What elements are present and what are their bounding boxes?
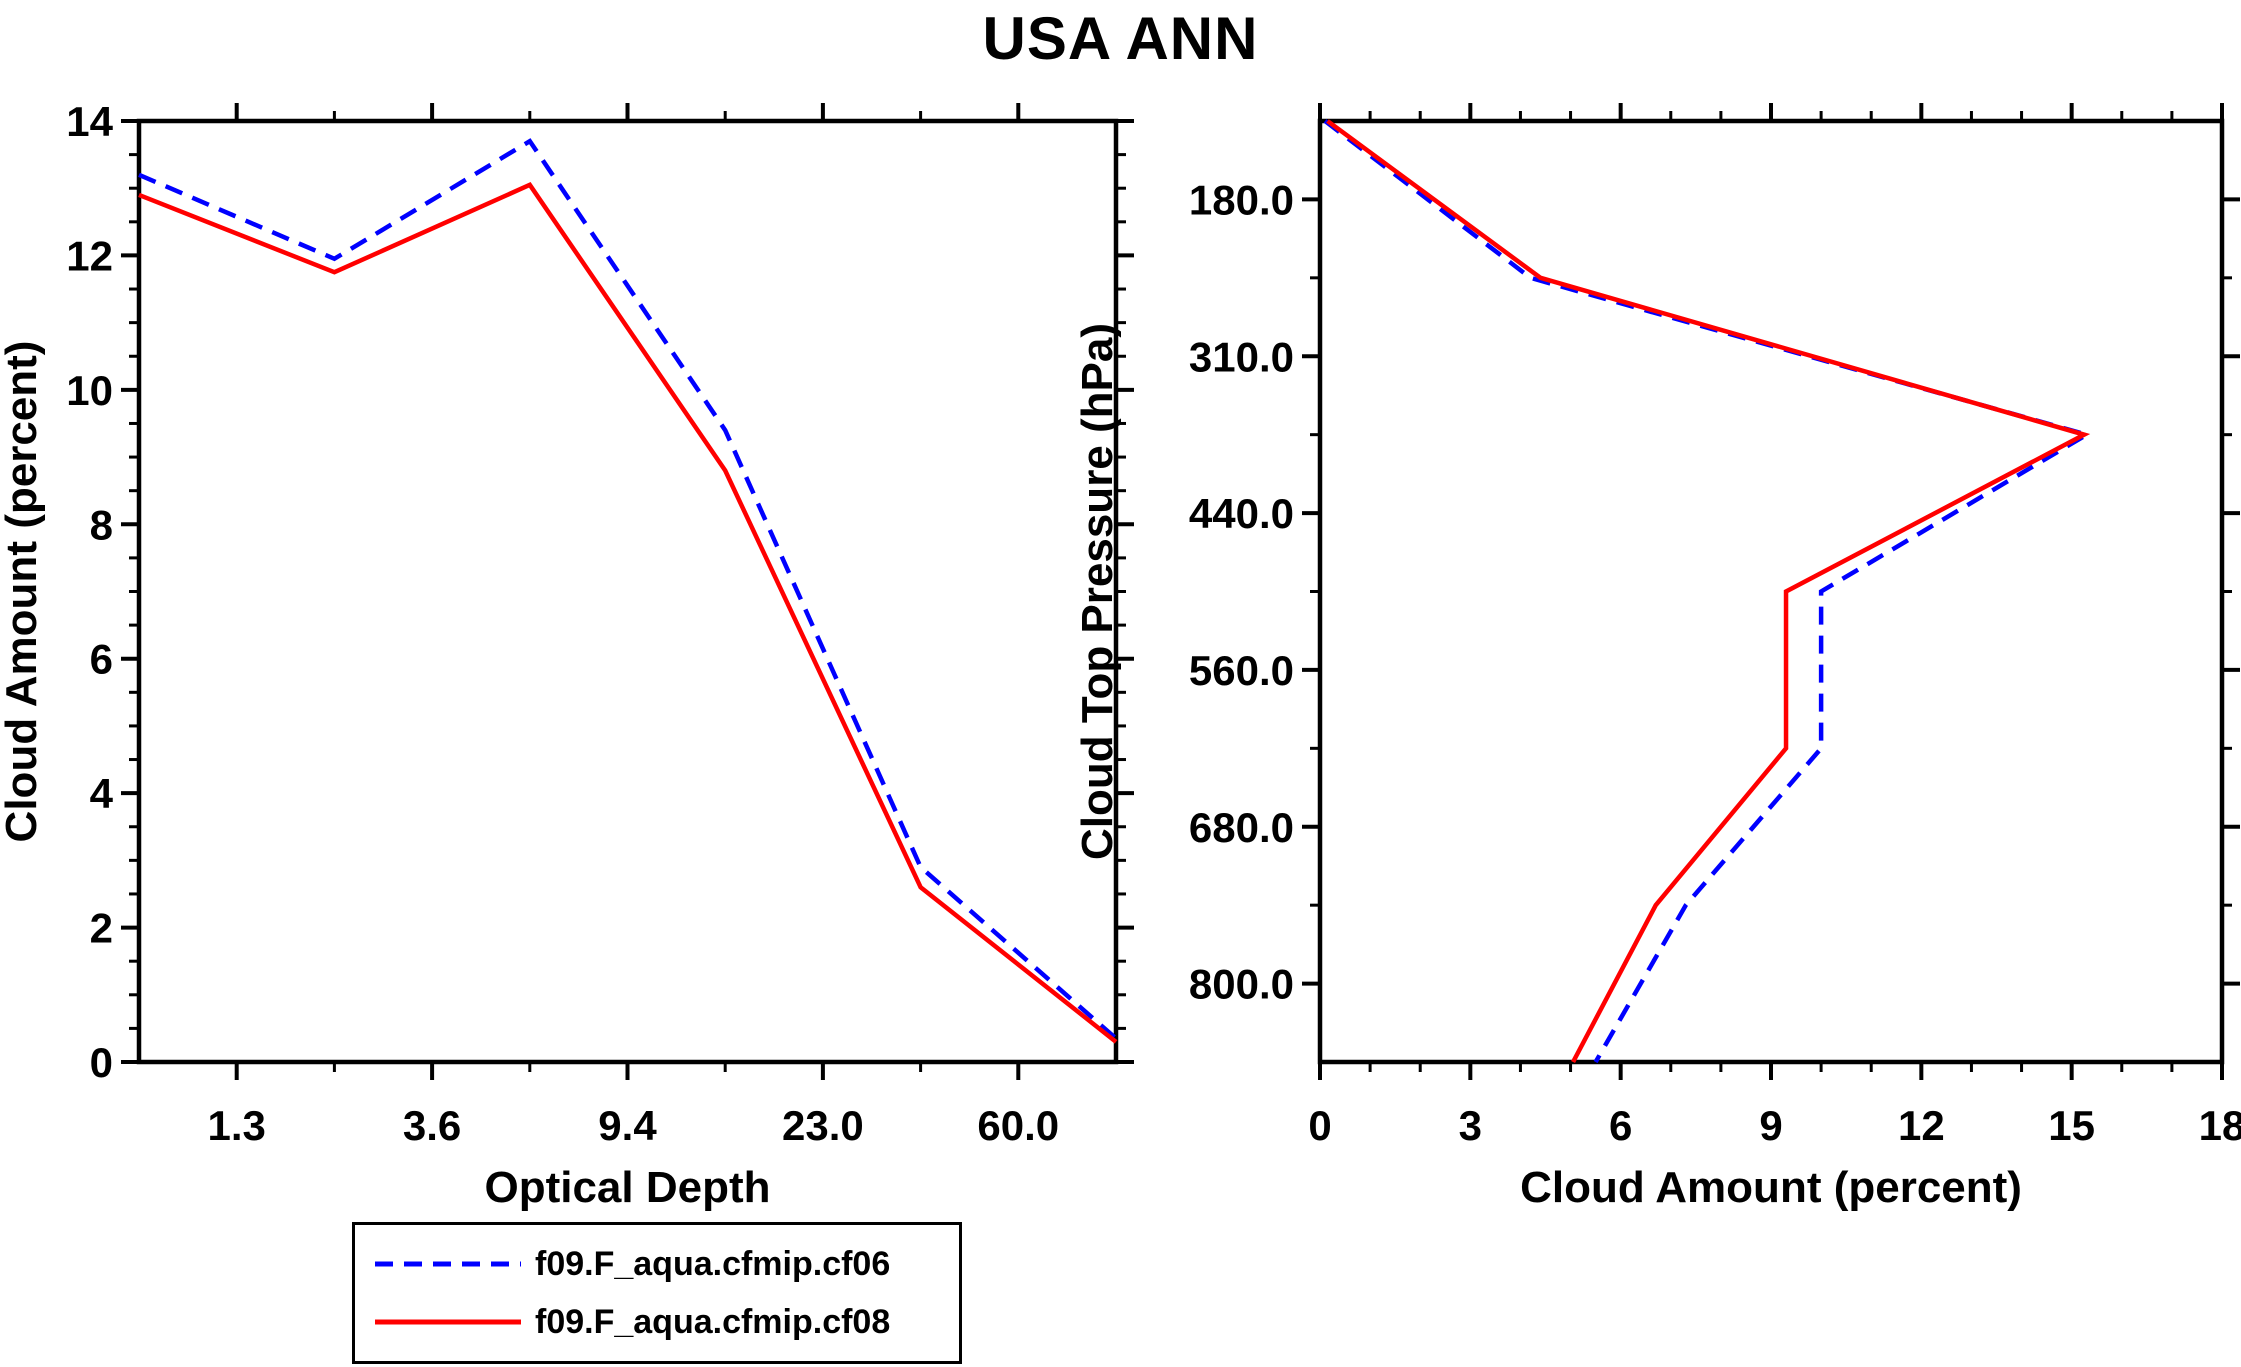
legend-label-cf06: f09.F_aqua.cfmip.cf06	[535, 1244, 891, 1283]
svg-text:440.0: 440.0	[1189, 490, 1294, 537]
svg-text:15: 15	[2048, 1102, 2095, 1149]
svg-text:2: 2	[90, 905, 113, 952]
legend-solid-line-icon	[375, 1319, 521, 1325]
svg-text:12: 12	[66, 232, 113, 279]
svg-text:1.3: 1.3	[208, 1102, 266, 1149]
svg-text:3: 3	[1459, 1102, 1482, 1149]
svg-text:560.0: 560.0	[1189, 647, 1294, 694]
svg-text:680.0: 680.0	[1189, 804, 1294, 851]
svg-text:310.0: 310.0	[1189, 333, 1294, 380]
svg-text:4: 4	[90, 770, 114, 817]
svg-text:12: 12	[1898, 1102, 1945, 1149]
legend-item-cf06: f09.F_aqua.cfmip.cf06	[373, 1235, 941, 1293]
svg-text:14: 14	[66, 98, 113, 145]
svg-text:0: 0	[90, 1039, 113, 1086]
svg-text:10: 10	[66, 367, 113, 414]
svg-text:23.0: 23.0	[782, 1102, 864, 1149]
svg-text:Cloud Amount (percent): Cloud Amount (percent)	[0, 341, 46, 843]
svg-text:18: 18	[2199, 1102, 2241, 1149]
legend-label-cf08: f09.F_aqua.cfmip.cf08	[535, 1302, 891, 1341]
svg-text:60.0: 60.0	[977, 1102, 1059, 1149]
svg-text:Optical Depth: Optical Depth	[484, 1163, 770, 1212]
legend-dashed-line-icon	[375, 1261, 521, 1267]
svg-text:9: 9	[1759, 1102, 1782, 1149]
legend: f09.F_aqua.cfmip.cf06 f09.F_aqua.cfmip.c…	[352, 1222, 962, 1364]
svg-text:3.6: 3.6	[403, 1102, 461, 1149]
svg-text:800.0: 800.0	[1189, 961, 1294, 1008]
svg-text:180.0: 180.0	[1189, 176, 1294, 223]
legend-item-cf08: f09.F_aqua.cfmip.cf08	[373, 1293, 941, 1351]
svg-text:Cloud Top Pressure (hPa): Cloud Top Pressure (hPa)	[1073, 323, 1122, 860]
svg-text:8: 8	[90, 501, 113, 548]
svg-text:0: 0	[1308, 1102, 1331, 1149]
svg-text:9.4: 9.4	[598, 1102, 657, 1149]
svg-text:6: 6	[90, 636, 113, 683]
svg-text:Cloud Amount (percent): Cloud Amount (percent)	[1520, 1163, 2022, 1212]
svg-text:6: 6	[1609, 1102, 1632, 1149]
figure-title: USA ANN	[982, 5, 1259, 72]
